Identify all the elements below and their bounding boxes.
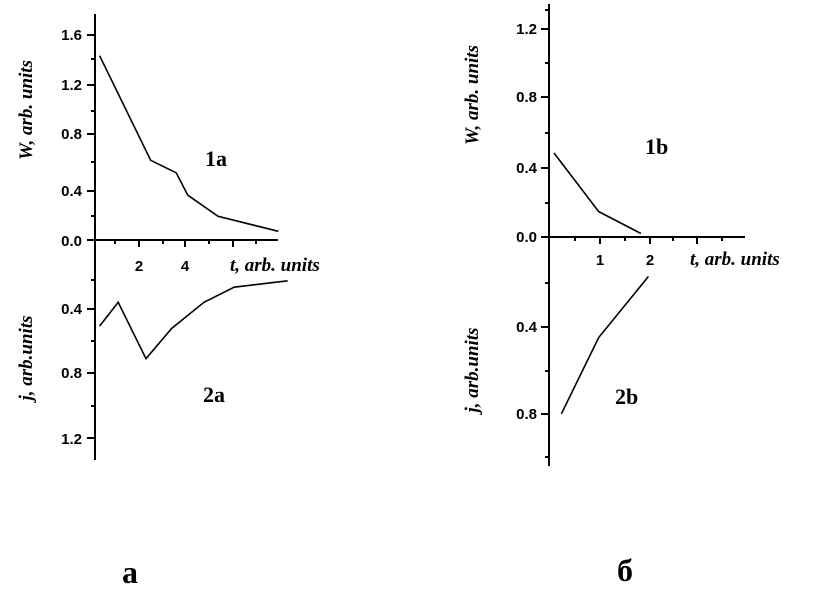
curve-label-2b: 2b bbox=[615, 384, 638, 409]
panel-b-top-tick-label: 0.0 bbox=[516, 229, 537, 246]
panel-b-x-tick-label: 2 bbox=[646, 252, 654, 269]
curve-label-2a: 2a bbox=[203, 382, 225, 407]
panel-a-bottom-tick-label: 0.4 bbox=[61, 301, 83, 318]
panel-b-x-ticks bbox=[574, 237, 723, 244]
panel-a-bottom-tick-label: 0.8 bbox=[61, 365, 82, 382]
panel-a-bottom-tick-label: 1.2 bbox=[61, 431, 82, 448]
panel-a-top-tick-label: 1.6 bbox=[61, 27, 82, 44]
curve-label-1a: 1a bbox=[205, 146, 227, 171]
panel-b-top-tick-label: 1.2 bbox=[516, 21, 537, 38]
panel-b-top-tick-label: 0.4 bbox=[516, 160, 538, 177]
panel-a-x-ticks bbox=[114, 240, 257, 247]
panel-a-top-tick-label: 0.8 bbox=[61, 126, 82, 143]
curve-2b-line bbox=[560, 275, 650, 415]
panel-b-bottom-y-axis-label: j, arb.units bbox=[462, 327, 483, 415]
panel-a-top-tick-label: 1.2 bbox=[61, 77, 82, 94]
curve-2a-line bbox=[98, 280, 288, 361]
panel-b-bottom-tick-label: 0.4 bbox=[516, 319, 538, 336]
panel-a-x-tick-label: 4 bbox=[181, 258, 190, 275]
panel-a-bottom-y-ticks bbox=[87, 279, 95, 439]
panel-b: 1.2 0.8 0.4 0.0 1 2 t, arb. units 0.4 0.… bbox=[462, 4, 780, 588]
panel-label-b: б bbox=[617, 552, 633, 588]
panel-b-top-tick-label: 0.8 bbox=[516, 89, 537, 106]
panel-a-top-y-ticks bbox=[87, 34, 95, 241]
panel-label-a: a bbox=[122, 554, 138, 590]
panel-b-x-tick-label: 1 bbox=[596, 252, 604, 269]
curve-label-1b: 1b bbox=[645, 134, 668, 159]
curve-1b-line bbox=[553, 152, 642, 235]
panel-a-top-y-axis-label: W, arb. units bbox=[16, 60, 37, 160]
panel-a: 1.6 1.2 0.8 0.4 0.0 2 4 t, arb. units 0.… bbox=[16, 14, 320, 590]
panel-b-top-y-axis-label: W, arb. units bbox=[462, 45, 483, 145]
panel-a-top-tick-label: 0.0 bbox=[61, 233, 82, 250]
curve-1a-line bbox=[98, 55, 279, 233]
panel-b-x-axis-label: t, arb. units bbox=[690, 249, 780, 270]
panel-b-bottom-y-ticks bbox=[541, 282, 549, 458]
panel-b-bottom-tick-label: 0.8 bbox=[516, 406, 537, 423]
panel-a-bottom-y-axis-label: j, arb.units bbox=[16, 315, 37, 403]
panel-b-top-y-ticks bbox=[541, 9, 549, 238]
panel-a-top-tick-label: 0.4 bbox=[61, 183, 83, 200]
panel-a-x-axis-label: t, arb. units bbox=[230, 255, 320, 276]
panel-a-x-tick-label: 2 bbox=[135, 258, 143, 275]
